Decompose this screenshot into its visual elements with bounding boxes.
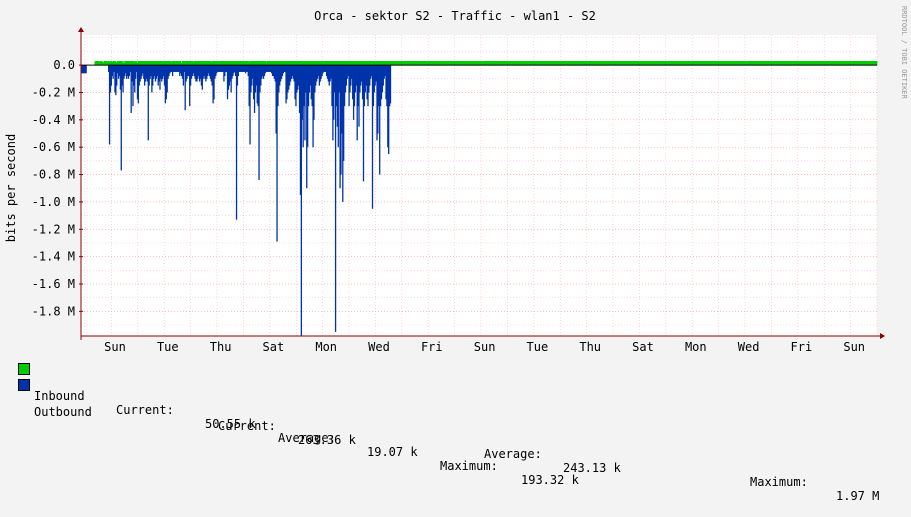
watermark: RRDTOOL / TOBI OETIKER [900,6,908,100]
plot-area [81,35,877,336]
y-tick-label: 0.0 [53,58,75,72]
inbound-current-label: Current: [116,403,174,417]
inbound-bar [876,61,877,65]
y-tick-label: -1.4 M [32,250,75,264]
x-tick-label: Wed [738,340,760,354]
outbound-average-label: Average: [484,447,542,461]
plot-background [81,35,877,336]
y-tick-label: -1.0 M [32,195,75,209]
outbound-bar [390,65,391,103]
inbound-label: Inbound [34,389,85,403]
outbound-bar [236,65,237,220]
x-tick-label: Mon [315,340,337,354]
inbound-swatch [18,363,30,375]
outbound-average-value: 243.13 k [563,461,621,475]
chart-title: Orca - sektor S2 - Traffic - wlan1 - S2 [314,9,596,23]
x-tick-label: Sun [474,340,496,354]
x-tick-label: Fri [791,340,813,354]
x-tick-label: Sun [104,340,126,354]
x-tick-label: Thu [210,340,232,354]
y-tick-label: -0.8 M [32,168,75,182]
outbound-bar [86,65,87,73]
x-tick-label: Tue [157,340,179,354]
inbound-maximum-label: Maximum: [440,459,498,473]
x-tick-labels: Sun Tue Thu Sat Mon Wed Fri Sun Tue Thu Sat Mon Wed F… [104,340,865,354]
inbound-average-value: 19.07 k [367,445,418,459]
x-axis-arrow [880,333,885,339]
outbound-maximum-value: 1.97 M [836,489,879,503]
x-tick-label: Sat [632,340,654,354]
x-tick-label: Tue [527,340,549,354]
x-tick-label: Mon [685,340,707,354]
rrd-graph: Orca - sektor S2 - Traffic - wlan1 - S2 … [0,0,911,400]
outbound-swatch [18,379,30,391]
inbound-maximum-value: 193.32 k [521,473,579,487]
x-tick-label: Sat [263,340,285,354]
outbound-label: Outbound [34,405,92,419]
y-tick-label: -1.2 M [32,222,75,236]
x-tick-label: Fri [421,340,443,354]
y-axis-arrow [78,27,84,32]
x-tick-label: Thu [579,340,601,354]
outbound-current-label: Current: [218,419,276,433]
legend-outbound: Outbound Current: 263.36 k Average: 243.… [0,377,29,517]
outbound-maximum-label: Maximum: [750,475,808,489]
traffic-chart: Orca - sektor S2 - Traffic - wlan1 - S2 … [0,0,911,400]
y-tick-labels: 0.0 -0.2 M -0.4 M -0.6 M -0.8 M -1.0 M -1.2 M -… [32,58,75,318]
y-tick-label: -1.6 M [32,277,75,291]
x-tick-label: Sun [843,340,865,354]
y-tick-label: -0.4 M [32,113,75,127]
outbound-current-value: 263.36 k [298,433,356,447]
y-tick-label: -0.6 M [32,140,75,154]
y-tick-label: -1.8 M [32,304,75,318]
y-axis-label: bits per second [4,134,18,242]
x-tick-label: Wed [368,340,390,354]
y-tick-label: -0.2 M [32,85,75,99]
